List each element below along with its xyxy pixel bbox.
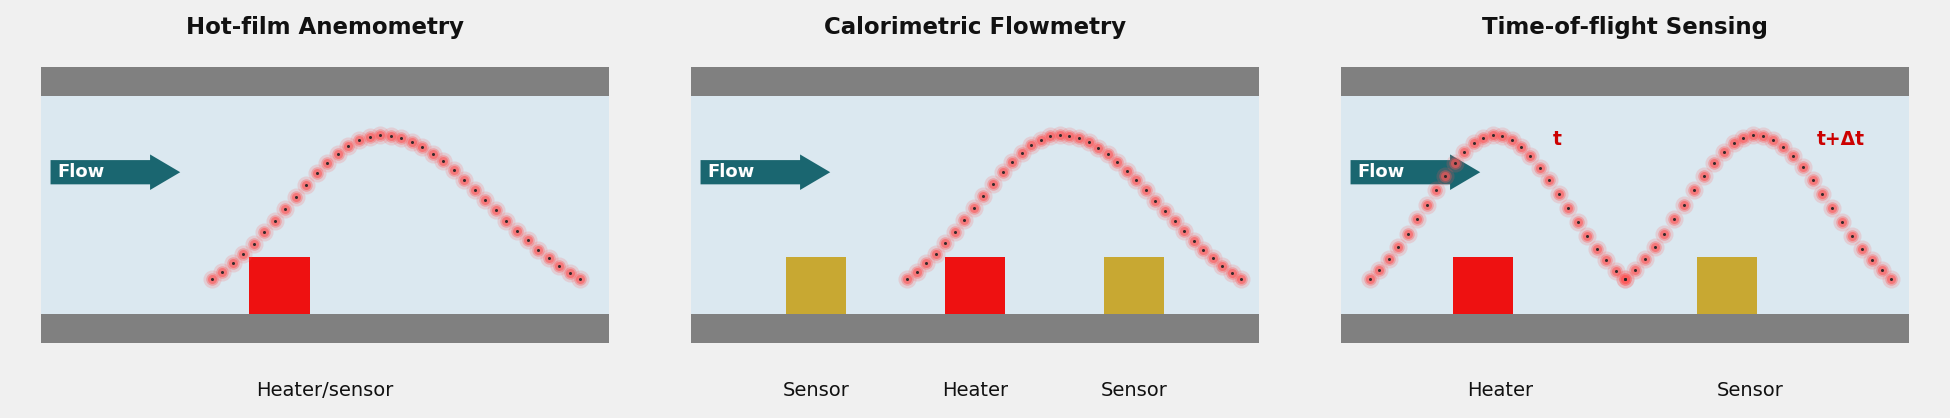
Text: Hot-film Anemometry: Hot-film Anemometry	[185, 15, 464, 39]
Text: Sensor: Sensor	[782, 381, 850, 400]
Bar	[41, 67, 608, 343]
Bar	[250, 257, 310, 314]
Bar	[692, 96, 1258, 314]
Bar	[1104, 257, 1164, 314]
FancyArrow shape	[51, 154, 179, 190]
Text: Sensor: Sensor	[1100, 381, 1168, 400]
Bar	[946, 257, 1004, 314]
Bar	[1453, 257, 1513, 314]
Bar	[692, 67, 1258, 343]
Text: Flow: Flow	[58, 163, 105, 181]
Bar	[1696, 257, 1757, 314]
Bar	[1342, 96, 1909, 314]
Bar	[41, 96, 608, 314]
Text: Heater/sensor: Heater/sensor	[255, 381, 394, 400]
Text: Sensor: Sensor	[1716, 381, 1782, 400]
Bar	[1342, 67, 1909, 343]
Text: Heater: Heater	[942, 381, 1008, 400]
FancyArrow shape	[700, 154, 831, 190]
Text: Time-of-flight Sensing: Time-of-flight Sensing	[1482, 15, 1769, 39]
Text: Flow: Flow	[708, 163, 755, 181]
FancyArrow shape	[1351, 154, 1480, 190]
Text: t: t	[1552, 130, 1562, 149]
Text: Calorimetric Flowmetry: Calorimetric Flowmetry	[825, 15, 1125, 39]
Text: Flow: Flow	[1357, 163, 1406, 181]
Bar	[786, 257, 846, 314]
Text: t+Δt: t+Δt	[1817, 130, 1864, 149]
Text: Heater: Heater	[1466, 381, 1533, 400]
